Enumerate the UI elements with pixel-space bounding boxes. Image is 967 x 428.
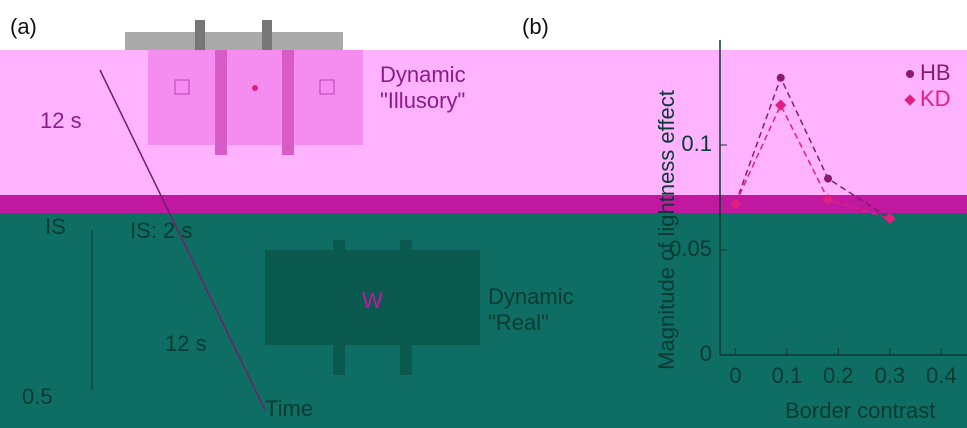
legend-label: HB	[920, 60, 951, 85]
point	[822, 193, 834, 206]
stimulus-bar	[333, 240, 345, 375]
x-tick-label: 0.1	[772, 363, 803, 388]
panel-label: (b)	[522, 14, 549, 39]
x-axis-label: Border contrast	[785, 398, 935, 423]
y-tick-label: 0.05	[669, 236, 712, 261]
y-axis-label: Magnitude of lightness effect	[654, 90, 679, 370]
caption: "Illusory"	[380, 88, 465, 113]
mark-w: W	[362, 288, 383, 313]
legend-label: KD	[920, 86, 951, 111]
caption: Dynamic	[380, 62, 466, 87]
chart: (b) Magnitude of lightness effect Border…	[522, 14, 967, 423]
square	[174, 79, 190, 95]
is-duration: IS: 2 s	[130, 218, 192, 243]
inset-tick: 0.5	[22, 384, 53, 409]
duration: 12 s	[165, 331, 207, 356]
x-tick-label: 0.2	[823, 363, 854, 388]
duration: 12 s	[40, 108, 82, 133]
x-tick-label: 0.4	[926, 363, 957, 388]
time-arrow	[99, 69, 266, 411]
y-tick-label: 0	[700, 341, 712, 366]
square	[319, 79, 335, 95]
stimulus-bar	[215, 50, 227, 155]
teal-band	[0, 213, 967, 428]
point	[729, 198, 742, 210]
x-tick-label: 0.3	[875, 363, 906, 388]
series-line	[734, 103, 891, 220]
pink-band	[0, 50, 967, 195]
caption: Dynamic	[488, 284, 574, 309]
bar-top	[195, 20, 205, 50]
bar-top	[262, 20, 272, 50]
panel-label: (a)	[10, 14, 37, 39]
caption: "Real"	[488, 310, 549, 335]
fixation	[252, 85, 258, 91]
stimulus	[148, 50, 363, 145]
stimulus-bar	[282, 50, 294, 155]
legend-marker	[906, 70, 914, 78]
stimulus-real	[265, 250, 480, 345]
point	[884, 212, 896, 225]
gray-strip	[125, 32, 343, 50]
x-tick-label: 0	[729, 363, 741, 388]
stimulus-bar	[400, 240, 412, 375]
point	[776, 73, 785, 82]
magenta-band	[0, 195, 967, 213]
point	[824, 174, 833, 183]
is-label: IS	[45, 214, 66, 239]
y-tick-label: 0.1	[681, 131, 712, 156]
series-line	[734, 75, 891, 220]
time-label: Time	[265, 396, 313, 421]
